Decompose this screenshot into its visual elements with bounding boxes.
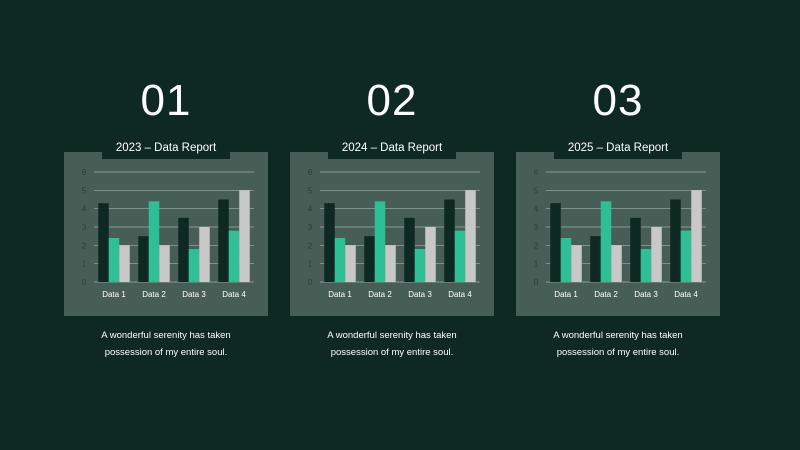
caption-line-1: A wonderful serenity has taken <box>553 330 683 341</box>
bar-series-2-data-1 <box>560 238 572 282</box>
panel-number: 02 <box>366 76 418 125</box>
x-category-label: Data 4 <box>222 290 246 299</box>
x-category-label: Data 3 <box>408 290 432 299</box>
y-tick-label: 2 <box>534 241 539 250</box>
bar-series-1-data-1 <box>98 203 109 282</box>
x-category-label: Data 3 <box>182 290 206 299</box>
y-tick-label: 5 <box>308 186 313 195</box>
bar-series-1-data-2 <box>138 236 149 282</box>
bar-series-1-data-4 <box>218 199 229 282</box>
bar-series-2-data-4 <box>228 230 240 282</box>
bar-series-1-data-4 <box>444 199 455 282</box>
panel-caption: A wonderful serenity has taken possessio… <box>290 327 494 361</box>
bar-series-2-data-1 <box>334 238 346 282</box>
bar-series-1-data-2 <box>364 236 375 282</box>
y-tick-label: 2 <box>82 241 87 250</box>
caption-line-1: A wonderful serenity has taken <box>101 330 231 341</box>
y-tick-label: 6 <box>308 168 313 177</box>
x-category-label: Data 1 <box>102 290 126 299</box>
y-tick-label: 4 <box>82 205 87 214</box>
bar-series-3-data-2 <box>611 245 622 282</box>
x-category-label: Data 2 <box>594 290 618 299</box>
x-category-label: Data 1 <box>554 290 578 299</box>
x-category-label: Data 2 <box>142 290 166 299</box>
caption-line-2: possession of my entire soul. <box>330 347 454 358</box>
caption-line-2: possession of my entire soul. <box>556 347 680 358</box>
bar-series-1-data-4 <box>670 199 681 282</box>
panel-caption: A wonderful serenity has taken possessio… <box>516 327 720 361</box>
caption-line-1: A wonderful serenity has taken <box>327 330 457 341</box>
y-tick-label: 1 <box>308 260 313 269</box>
bar-series-3-data-1 <box>571 245 582 282</box>
x-category-label: Data 1 <box>328 290 352 299</box>
bar-series-2-data-4 <box>680 230 692 282</box>
bar-series-3-data-2 <box>159 245 170 282</box>
y-tick-label: 4 <box>534 205 539 214</box>
panel-number: 03 <box>592 76 644 125</box>
y-tick-label: 3 <box>308 223 313 232</box>
bar-chart-2024: 0 1 2 3 4 5 6 Data 1 Data 2 Data 3 Data 4 <box>308 168 480 299</box>
bar-series-3-data-3 <box>651 227 662 282</box>
y-tick-label: 6 <box>82 168 87 177</box>
bar-series-3-data-3 <box>425 227 436 282</box>
panel-number: 01 <box>140 76 192 125</box>
y-tick-label: 1 <box>82 260 87 269</box>
bar-series-2-data-3 <box>188 249 200 282</box>
panel-title: 2024 – Data Report <box>328 140 456 159</box>
bar-series-1-data-1 <box>550 203 561 282</box>
y-tick-label: 0 <box>308 278 313 287</box>
panel-title: 2023 – Data Report <box>102 140 230 159</box>
y-tick-label: 3 <box>82 223 87 232</box>
bar-series-1-data-3 <box>404 217 415 282</box>
bar-series-3-data-4 <box>239 190 250 282</box>
y-tick-label: 5 <box>534 186 539 195</box>
bar-series-1-data-2 <box>590 236 601 282</box>
bar-series-2-data-3 <box>414 249 426 282</box>
y-tick-label: 5 <box>82 186 87 195</box>
bar-series-3-data-1 <box>119 245 130 282</box>
y-tick-label: 6 <box>534 168 539 177</box>
panel-caption: A wonderful serenity has taken possessio… <box>64 327 268 361</box>
bar-series-1-data-1 <box>324 203 335 282</box>
panel-title: 2025 – Data Report <box>554 140 682 159</box>
bar-series-1-data-3 <box>178 217 189 282</box>
y-tick-label: 3 <box>534 223 539 232</box>
x-category-label: Data 3 <box>634 290 658 299</box>
bar-series-3-data-4 <box>691 190 702 282</box>
y-tick-label: 1 <box>534 260 539 269</box>
bar-chart-2025: 0 1 2 3 4 5 6 Data 1 Data 2 Data 3 Data 4 <box>534 168 706 299</box>
caption-line-2: possession of my entire soul. <box>104 347 228 358</box>
bar-series-2-data-2 <box>148 201 160 282</box>
y-tick-label: 0 <box>534 278 539 287</box>
bar-series-2-data-3 <box>640 249 652 282</box>
bar-series-2-data-2 <box>374 201 386 282</box>
y-tick-label: 4 <box>308 205 313 214</box>
bar-series-3-data-4 <box>465 190 476 282</box>
bar-chart-2023: 0 1 2 3 4 5 6 Data 1 Data 2 Data 3 Data 4 <box>82 168 254 299</box>
bar-series-2-data-2 <box>600 201 612 282</box>
bar-series-2-data-1 <box>108 238 120 282</box>
y-tick-label: 0 <box>82 278 87 287</box>
bar-series-2-data-4 <box>454 230 466 282</box>
x-category-label: Data 2 <box>368 290 392 299</box>
bar-series-3-data-2 <box>385 245 396 282</box>
bar-series-3-data-3 <box>199 227 210 282</box>
x-category-label: Data 4 <box>448 290 472 299</box>
y-tick-label: 2 <box>308 241 313 250</box>
x-category-label: Data 4 <box>674 290 698 299</box>
bar-series-1-data-3 <box>630 217 641 282</box>
bar-series-3-data-1 <box>345 245 356 282</box>
